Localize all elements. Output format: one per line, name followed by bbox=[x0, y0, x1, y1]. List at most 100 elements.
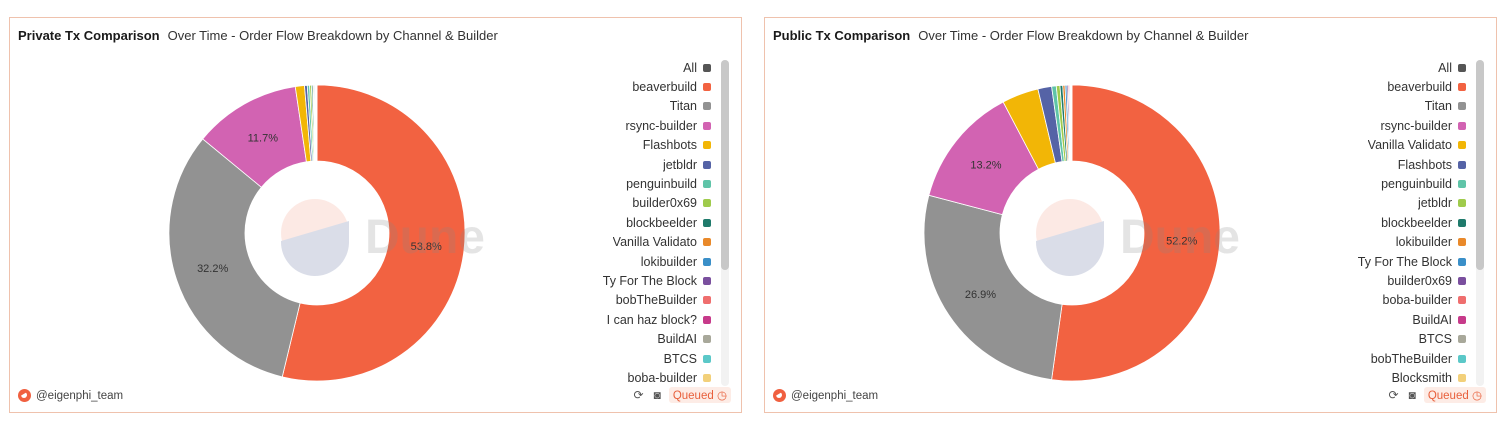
chart-title: Private Tx Comparison bbox=[18, 28, 160, 43]
legend-item[interactable]: BuildAI bbox=[1346, 310, 1466, 329]
legend-item[interactable]: BTCS bbox=[1346, 329, 1466, 348]
legend-item[interactable]: penguinbuild bbox=[591, 174, 711, 193]
chart-subtitle: Over Time - Order Flow Breakdown by Chan… bbox=[167, 28, 498, 43]
legend-swatch bbox=[1458, 160, 1466, 169]
legend-item[interactable]: All bbox=[1346, 58, 1466, 77]
legend-item[interactable]: blockbeelder bbox=[591, 213, 711, 232]
legend-swatch bbox=[703, 160, 711, 169]
legend-item[interactable]: beaverbuild bbox=[1346, 77, 1466, 96]
legend-item[interactable]: builder0x69 bbox=[591, 194, 711, 213]
legend-swatch bbox=[1458, 199, 1466, 208]
legend-item[interactable]: rsync-builder bbox=[591, 116, 711, 135]
slice-label: 13.2% bbox=[970, 159, 1001, 171]
author-handle[interactable]: @eigenphi_team bbox=[791, 389, 879, 402]
panel-private-tx: Private Tx Comparison Over Time - Order F… bbox=[9, 17, 742, 413]
legend-label: Flashbots bbox=[1397, 157, 1452, 172]
legend-item[interactable]: blockbeelder bbox=[1346, 213, 1466, 232]
legend-swatch bbox=[703, 354, 711, 363]
legend-item[interactable]: Titan bbox=[591, 97, 711, 116]
legend-swatch bbox=[1458, 276, 1466, 285]
pie-slice[interactable] bbox=[281, 84, 466, 382]
refresh-icon[interactable]: ⟳ bbox=[633, 388, 644, 402]
legend-scroll-thumb[interactable] bbox=[1476, 60, 1484, 270]
legend-item[interactable]: boba-builder bbox=[591, 368, 711, 387]
legend-item[interactable]: lokibuilder bbox=[1346, 233, 1466, 252]
legend-label: BuildAI bbox=[657, 332, 697, 347]
legend-item[interactable]: jetbldr bbox=[1346, 194, 1466, 213]
legend-label: penguinbuild bbox=[626, 177, 697, 192]
legend-label: builder0x69 bbox=[1387, 273, 1452, 288]
legend-label: rsync-builder bbox=[1380, 118, 1452, 133]
legend-label: Titan bbox=[669, 99, 697, 114]
slice-label: 52.2% bbox=[1166, 236, 1197, 248]
legend-item[interactable]: penguinbuild bbox=[1346, 174, 1466, 193]
legend-label: Vanilla Validato bbox=[1367, 138, 1452, 153]
legend-item[interactable]: Vanilla Validato bbox=[591, 233, 711, 252]
legend-swatch bbox=[703, 199, 711, 208]
panel-header: Public Tx Comparison Over Time - Order Fl… bbox=[773, 28, 1248, 43]
legend-swatch bbox=[1458, 296, 1466, 305]
legend-item[interactable]: Blocksmith bbox=[1346, 368, 1466, 387]
legend-item[interactable]: BuildAI bbox=[591, 329, 711, 348]
legend-item[interactable]: rsync-builder bbox=[1346, 116, 1466, 135]
status-badge: Queued ◷ bbox=[668, 387, 731, 403]
legend-item[interactable]: bobTheBuilder bbox=[591, 291, 711, 310]
chart-subtitle: Over Time - Order Flow Breakdown by Chan… bbox=[918, 28, 1249, 43]
pie-slice[interactable] bbox=[923, 194, 1063, 381]
legend-item[interactable]: Ty For The Block bbox=[591, 271, 711, 290]
chart-title: Public Tx Comparison bbox=[773, 28, 911, 43]
legend-item[interactable]: beaverbuild bbox=[591, 77, 711, 96]
legend-item[interactable]: I can haz block? bbox=[591, 310, 711, 329]
author-handle[interactable]: @eigenphi_team bbox=[36, 389, 124, 402]
legend-label: bobTheBuilder bbox=[615, 293, 697, 308]
legend-item[interactable]: lokibuilder bbox=[591, 252, 711, 271]
legend-swatch bbox=[703, 141, 711, 150]
legend-item[interactable]: boba-builder bbox=[1346, 291, 1466, 310]
status-badge: Queued ◷ bbox=[1423, 387, 1486, 403]
camera-icon[interactable]: ◙ bbox=[1408, 388, 1416, 402]
legend-label: Titan bbox=[1424, 99, 1452, 114]
legend-label: rsync-builder bbox=[625, 118, 697, 133]
refresh-icon[interactable]: ⟳ bbox=[1388, 388, 1399, 402]
slice-label: 32.2% bbox=[197, 263, 228, 275]
legend-item[interactable]: BTCS bbox=[591, 349, 711, 368]
legend-item[interactable]: Titan bbox=[1346, 97, 1466, 116]
legend-label: Ty For The Block bbox=[602, 273, 697, 288]
pie-slice[interactable] bbox=[168, 138, 301, 378]
legend-label: All bbox=[683, 60, 697, 75]
dune-logo-icon bbox=[773, 389, 786, 402]
legend-label: beaverbuild bbox=[1387, 80, 1452, 95]
pie-slice[interactable] bbox=[1051, 84, 1221, 382]
legend-label: beaverbuild bbox=[632, 80, 697, 95]
legend-label: jetbldr bbox=[662, 157, 697, 172]
legend-swatch bbox=[703, 102, 711, 111]
legend-swatch bbox=[1458, 102, 1466, 111]
legend-label: lokibuilder bbox=[640, 254, 697, 269]
legend-scrollbar[interactable] bbox=[1476, 60, 1484, 386]
footer: @eigenphi_team bbox=[773, 389, 878, 402]
legend-list: All beaverbuild Titan rsync-builder Vanilla … bbox=[1346, 58, 1466, 388]
legend-item[interactable]: bobTheBuilder bbox=[1346, 349, 1466, 368]
legend-item[interactable]: Vanilla Validato bbox=[1346, 136, 1466, 155]
clock-icon: ◷ bbox=[716, 390, 727, 402]
legend-item[interactable]: Ty For The Block bbox=[1346, 252, 1466, 271]
camera-icon[interactable]: ◙ bbox=[653, 388, 661, 402]
legend-scroll-thumb[interactable] bbox=[721, 60, 729, 270]
legend-swatch bbox=[703, 63, 711, 72]
slice-label: 53.8% bbox=[411, 241, 442, 253]
legend-swatch bbox=[1458, 180, 1466, 189]
legend-item[interactable]: jetbldr bbox=[591, 155, 711, 174]
legend-label: BuildAI bbox=[1412, 312, 1452, 327]
legend-item[interactable]: Flashbots bbox=[1346, 155, 1466, 174]
legend-item[interactable]: builder0x69 bbox=[1346, 271, 1466, 290]
legend-swatch bbox=[703, 218, 711, 227]
slice-label: 26.9% bbox=[965, 289, 996, 301]
legend-scrollbar[interactable] bbox=[721, 60, 729, 386]
legend-list: All beaverbuild Titan rsync-builder Flashbot… bbox=[591, 58, 711, 388]
legend-item[interactable]: Flashbots bbox=[591, 136, 711, 155]
watermark-text: Dune bbox=[1120, 211, 1240, 264]
footer-actions: ⟳ ◙ Queued ◷ bbox=[1379, 387, 1486, 403]
slice-label: 11.7% bbox=[248, 132, 279, 144]
legend-label: Vanilla Validato bbox=[612, 235, 697, 250]
legend-item[interactable]: All bbox=[591, 58, 711, 77]
